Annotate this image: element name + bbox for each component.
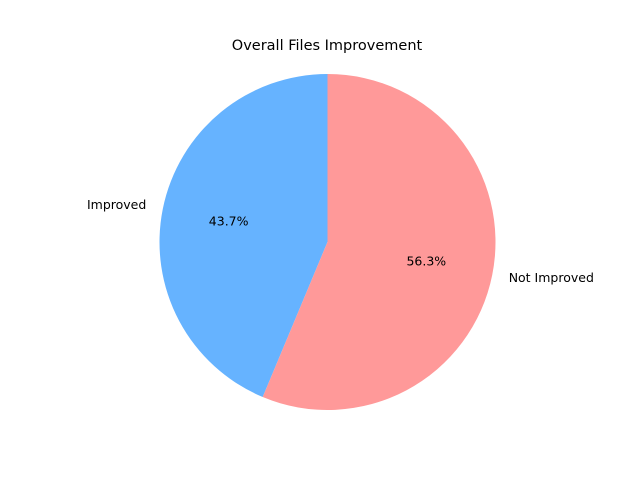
slice-label: Not Improved (509, 270, 594, 285)
pie-slice-not-improved (262, 74, 496, 410)
labels-layer: Improved 43.7% Not Improved 56.3% (87, 197, 594, 285)
slice-label: Improved (87, 197, 146, 212)
slice-percent-label: 43.7% (209, 214, 249, 229)
pie-slice-improved (159, 74, 328, 398)
slices-layer (159, 74, 496, 410)
slice-percent-label: 56.3% (406, 253, 446, 268)
chart-title: Overall Files Improvement (232, 38, 423, 54)
